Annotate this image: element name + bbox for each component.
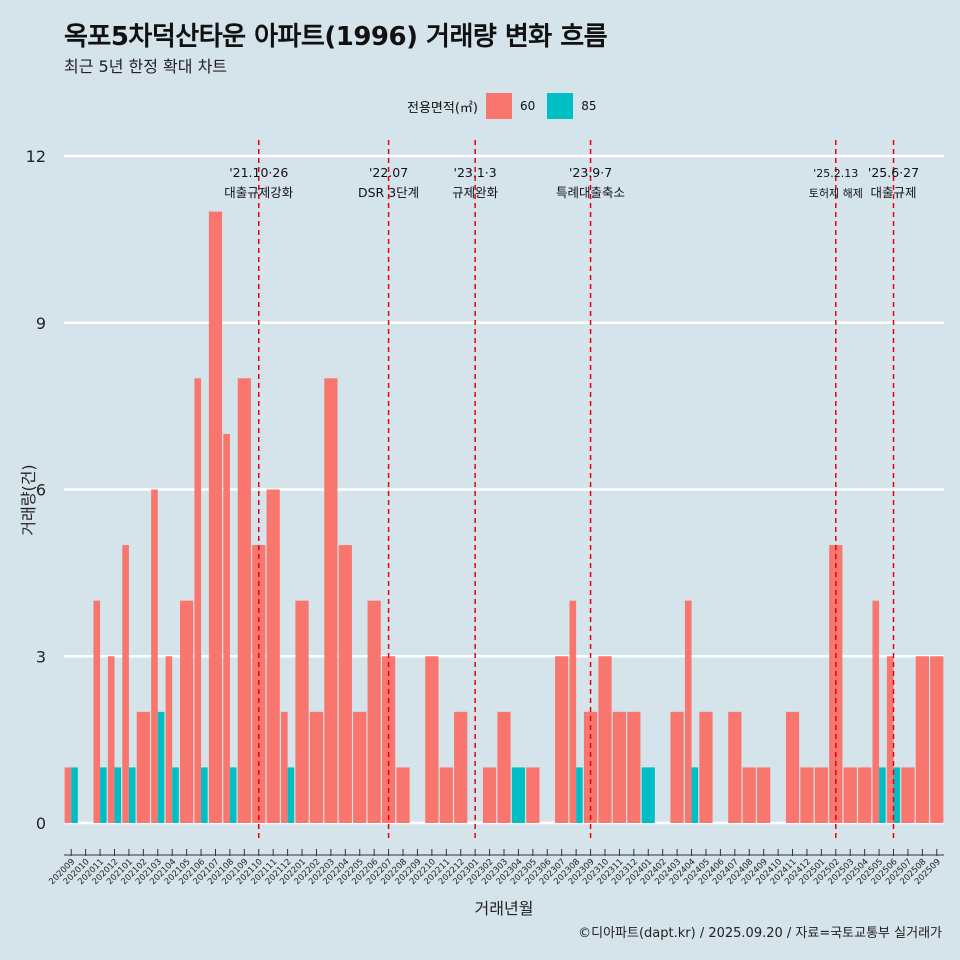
bar-60-202308 bbox=[569, 600, 577, 823]
bar-60-202009 bbox=[64, 767, 72, 823]
bar-60-202506 bbox=[886, 656, 894, 823]
bar-85-202106 bbox=[201, 767, 208, 823]
bar-85-202009 bbox=[71, 767, 78, 823]
bar-60-202111 bbox=[266, 489, 280, 823]
event-date-label: '21.10·26 bbox=[229, 165, 288, 180]
legend-title: 전용면적(㎡) bbox=[407, 100, 478, 116]
event-date-label: '22.07 bbox=[369, 165, 408, 180]
bar-85-202505 bbox=[879, 767, 886, 823]
bar-60-202503 bbox=[843, 767, 857, 823]
bar-60-202411 bbox=[785, 711, 800, 823]
bar-60-202305 bbox=[526, 767, 540, 823]
bar-60-202102 bbox=[136, 711, 150, 823]
chart-subtitle: 최근 5년 한정 확대 차트 bbox=[64, 57, 228, 76]
bar-60-202509 bbox=[930, 656, 944, 823]
bar-60-202501 bbox=[814, 767, 828, 823]
bar-60-202312 bbox=[627, 711, 641, 823]
bar-60-202403 bbox=[670, 711, 684, 823]
event-date-label: '23.1·3 bbox=[454, 165, 497, 180]
bar-85-202112 bbox=[287, 767, 295, 823]
bar-60-202212 bbox=[454, 711, 468, 823]
event-label: 특례대출축소 bbox=[556, 185, 625, 200]
event-date-label: '25.2.13 bbox=[813, 167, 858, 180]
y-tick-label: 12 bbox=[26, 147, 46, 166]
y-tick-label: 3 bbox=[36, 647, 46, 666]
bar-60-202206 bbox=[367, 600, 381, 823]
chart-title: 옥포5차덕산타운 아파트(1996) 거래량 변화 흐름 bbox=[64, 22, 608, 52]
bar-60-202407 bbox=[728, 711, 742, 823]
y-tick-label: 0 bbox=[36, 814, 46, 833]
bar-60-202207 bbox=[381, 656, 396, 823]
bar-60-202409 bbox=[757, 767, 771, 823]
legend: 전용면적(㎡) 60 85 bbox=[407, 93, 609, 119]
bar-60-202205 bbox=[353, 711, 367, 823]
bar-60-202202 bbox=[309, 711, 324, 823]
bar-60-202105 bbox=[180, 600, 194, 823]
bar-60-202106 bbox=[194, 378, 202, 823]
event-date-label: '23.9·7 bbox=[569, 165, 612, 180]
legend-key-85 bbox=[547, 93, 574, 119]
bar-60-202012 bbox=[107, 656, 115, 823]
bar-60-202108 bbox=[223, 433, 230, 823]
x-axis-title: 거래년월 bbox=[475, 899, 534, 918]
bar-85-202308 bbox=[576, 767, 583, 823]
bar-60-202508 bbox=[915, 656, 929, 823]
bar-85-202304 bbox=[511, 767, 526, 823]
bar-85-202012 bbox=[114, 767, 122, 823]
bar-60-202310 bbox=[598, 656, 612, 823]
event-date-label: '25.6·27 bbox=[868, 165, 919, 180]
event-label: 대출규제 bbox=[871, 185, 917, 200]
bar-60-202311 bbox=[612, 711, 627, 823]
bar-60-202011 bbox=[93, 600, 101, 823]
bar-60-202201 bbox=[295, 600, 309, 823]
bar-60-202112 bbox=[280, 711, 288, 823]
bar-60-202211 bbox=[439, 767, 453, 823]
bar-85-202404 bbox=[691, 767, 699, 823]
bar-60-202203 bbox=[324, 378, 338, 823]
bar-60-202507 bbox=[901, 767, 915, 823]
bar-60-202504 bbox=[858, 767, 872, 823]
bar-60-202307 bbox=[555, 656, 569, 823]
event-label: 규제완화 bbox=[452, 185, 499, 200]
bar-60-202404 bbox=[684, 600, 692, 823]
bar-60-202210 bbox=[425, 656, 439, 823]
legend-label-85: 85 bbox=[581, 99, 597, 113]
legend-label-60: 60 bbox=[519, 99, 536, 113]
bar-60-202309 bbox=[583, 711, 598, 823]
y-tick-label: 6 bbox=[36, 481, 46, 500]
event-label: 대출규제강화 bbox=[224, 185, 294, 200]
y-axis-title: 거래량(건) bbox=[19, 464, 38, 535]
bar-85-202104 bbox=[172, 767, 179, 823]
bar-85-202506 bbox=[893, 767, 901, 823]
bar-60-202303 bbox=[497, 711, 511, 823]
bar-60-202412 bbox=[800, 767, 814, 823]
caption: ©디아파트(dapt.kr) / 2025.09.20 / 자료=국토교통부 실… bbox=[578, 926, 942, 941]
bar-60-202101 bbox=[122, 545, 129, 823]
bar-60-202408 bbox=[742, 767, 756, 823]
bar-60-202109 bbox=[237, 378, 251, 823]
bar-60-202302 bbox=[482, 767, 497, 823]
bar-60-202103 bbox=[151, 489, 158, 823]
event-label: DSR 3단계 bbox=[358, 185, 419, 200]
bar-85-202108 bbox=[229, 767, 237, 823]
bar-60-202405 bbox=[699, 711, 713, 823]
bar-85-202103 bbox=[157, 711, 165, 823]
legend-key-60 bbox=[485, 93, 512, 119]
bar-85-202101 bbox=[128, 767, 136, 823]
bar-85-202011 bbox=[100, 767, 107, 823]
bar-60-202505 bbox=[872, 600, 880, 823]
bar-60-202107 bbox=[208, 211, 223, 824]
bar-60-202208 bbox=[396, 767, 410, 823]
event-label: 토허제 해제 bbox=[809, 186, 863, 200]
bar-60-202104 bbox=[165, 656, 173, 823]
bar-85-202401 bbox=[641, 767, 655, 823]
y-tick-label: 9 bbox=[36, 314, 46, 333]
bar-60-202204 bbox=[338, 545, 352, 823]
